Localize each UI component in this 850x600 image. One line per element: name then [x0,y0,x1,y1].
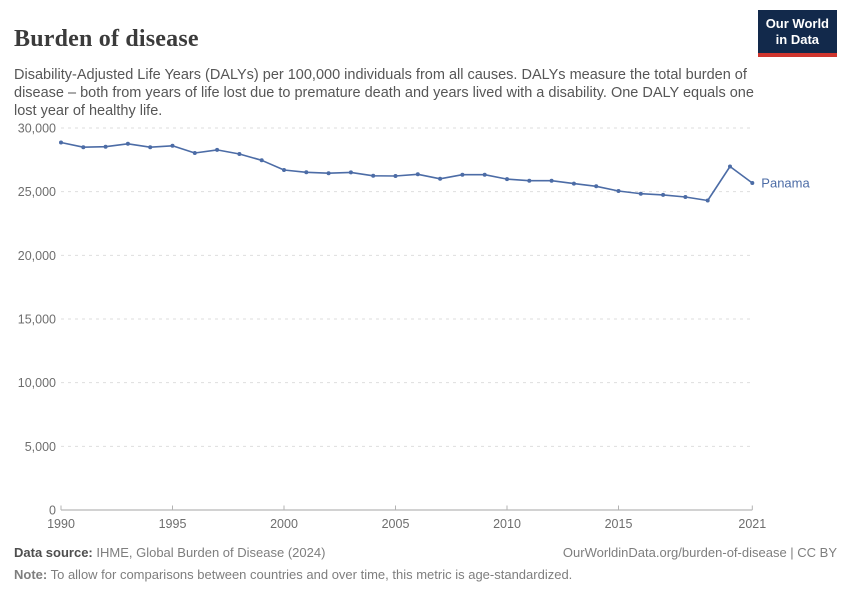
data-source-label: Data source: [14,545,93,560]
data-point-2014[interactable] [594,184,599,189]
data-point-2010[interactable] [505,177,509,182]
data-point-1999[interactable] [259,158,264,163]
data-point-2016[interactable] [638,191,643,196]
data-point-2021[interactable] [750,181,755,185]
note-label: Note: [14,567,48,582]
data-point-2005[interactable] [393,174,398,178]
data-point-2018[interactable] [683,195,688,199]
owid-url-link[interactable]: OurWorldinData.org/burden-of-disease | C… [562,545,837,560]
data-point-2013[interactable] [571,181,576,186]
data-point-1992[interactable] [103,144,108,149]
x-tick-label-1990: 1990 [47,517,75,531]
x-tick-label-2000: 2000 [270,517,298,531]
data-point-2004[interactable] [371,173,376,178]
data-point-1995[interactable] [170,143,175,148]
data-point-2020[interactable] [728,164,732,169]
data-point-1997[interactable] [215,147,220,152]
data-point-1996[interactable] [192,151,197,155]
data-point-2009[interactable] [482,172,487,177]
owid-logo-line1: Our World [765,16,829,31]
data-point-2003[interactable] [348,170,353,175]
data-point-1990[interactable] [59,140,63,145]
data-point-2017[interactable] [661,192,666,197]
data-point-1993[interactable] [125,141,130,146]
data-point-2002[interactable] [326,171,331,176]
owid-logo-line2: in Data [775,32,820,48]
x-tick-label-2021: 2021 [738,517,766,531]
chart-subtitle: Disability-Adjusted Life Years (DALYs) p… [14,66,754,120]
series-label-panama[interactable]: Panama [761,176,810,191]
y-tick-label-25000: 25,000 [18,185,56,199]
chart-note: Note: To allow for comparisons between c… [14,567,573,582]
data-source-text: Data source: IHME, Global Burden of Dise… [14,545,326,560]
data-point-2001[interactable] [304,170,309,175]
data-point-2011[interactable] [527,178,532,183]
x-tick-label-2010: 2010 [493,517,521,531]
y-tick-label-20000: 20,000 [18,249,56,263]
x-tick-label-2005: 2005 [382,517,410,531]
y-tick-label-5000: 5,000 [25,440,56,454]
data-point-1998[interactable] [237,152,242,156]
page-title: Burden of disease [14,26,199,53]
data-point-2015[interactable] [616,189,621,193]
data-point-2019[interactable] [705,198,710,203]
data-point-1991[interactable] [81,145,86,150]
y-tick-label-0: 0 [49,504,56,518]
y-tick-label-10000: 10,000 [18,376,56,390]
data-point-2008[interactable] [460,172,465,177]
y-tick-label-15000: 15,000 [18,313,56,327]
x-tick-label-1995: 1995 [159,517,187,531]
data-point-1994[interactable] [148,145,153,150]
data-point-2012[interactable] [549,178,554,183]
series-line-panama[interactable] [60,141,753,202]
owid-logo[interactable]: Our World in Data [757,10,837,57]
x-tick-label-2015: 2015 [605,517,633,531]
y-tick-label-30000: 30,000 [18,122,56,136]
chart-footer: Data source: IHME, Global Burden of Dise… [14,545,837,560]
data-point-2006[interactable] [415,172,420,177]
data-point-2000[interactable] [282,168,286,172]
data-point-2007[interactable] [438,176,443,181]
